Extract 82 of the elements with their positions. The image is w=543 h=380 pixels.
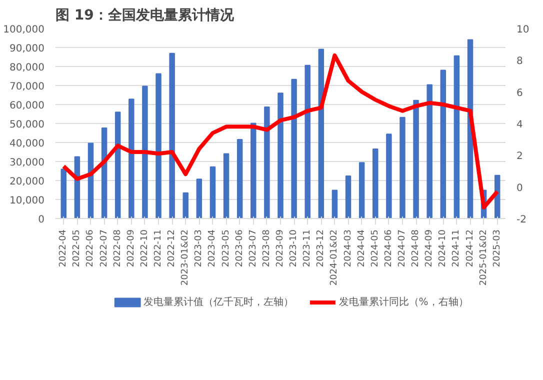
y-tick-label: 30,000 (10, 158, 45, 168)
y2-tick-label: -2 (516, 214, 526, 226)
bar (142, 86, 148, 218)
bar (358, 162, 365, 218)
bar (400, 116, 406, 218)
bar (223, 153, 230, 218)
x-tick-label: 2023-10 (289, 229, 300, 268)
bar (236, 138, 243, 218)
x-tick-label: 2022-11 (154, 229, 164, 268)
y2-tick-label: 8 (516, 56, 523, 68)
x-tick-label: 2025-03 (492, 229, 502, 268)
y-tick-label: 20,000 (10, 176, 45, 188)
x-tick-label: 2024-06 (384, 229, 394, 268)
bar (264, 106, 270, 218)
x-tick-label: 2023-09 (276, 229, 286, 268)
x-tick-label: 2023-06 (234, 229, 245, 268)
y2-tick-label: 4 (516, 120, 523, 130)
x-tick-label: 2023-07 (248, 229, 258, 268)
legend-label: 发电量累计同比（%，右轴） (338, 296, 468, 308)
bar (128, 98, 134, 218)
bar (210, 166, 216, 218)
y-tick-label: 100,000 (3, 24, 45, 36)
bar (182, 192, 188, 218)
y-tick-label: 70,000 (10, 82, 45, 92)
bar (250, 122, 256, 218)
bar (372, 148, 378, 218)
y-tick-label: 50,000 (10, 120, 45, 130)
legend-label: 发电量累计值（亿千瓦时，左轴） (144, 296, 294, 308)
y-tick-label: 40,000 (10, 138, 45, 150)
x-tick-label: 2023-03 (194, 229, 204, 268)
bar (156, 73, 162, 218)
chart-title: 图 19：全国发电量累计情况 (56, 8, 235, 24)
y-tick-label: 90,000 (10, 44, 45, 54)
x-tick-label: 2024-11 (452, 229, 462, 268)
bar (454, 55, 460, 218)
x-tick-label: 2024-03 (343, 229, 354, 268)
x-tick-label: 2022-09 (126, 229, 136, 268)
x-tick-label: 2023-01&02 (180, 229, 191, 286)
x-tick-label: 2023-08 (262, 229, 272, 268)
x-tick-label: 2022-06 (86, 229, 96, 268)
bar (318, 48, 324, 218)
x-tick-label: 2024-05 (370, 229, 380, 268)
bar (413, 100, 419, 218)
x-tick-label: 2022-10 (140, 229, 150, 268)
x-tick-label: 2024-09 (424, 229, 435, 268)
bar (196, 178, 202, 218)
x-tick-label: 2025-01&02 (478, 229, 489, 286)
x-tick-label: 2024-12 (465, 229, 476, 268)
x-tick-label: 2022-08 (112, 229, 123, 268)
x-tick-label: 2022-07 (99, 229, 110, 268)
bar (114, 112, 121, 218)
bar (291, 78, 297, 218)
y-tick-label: 60,000 (10, 100, 45, 112)
bar (304, 64, 310, 218)
bar (440, 70, 446, 218)
y-tick-label: 80,000 (10, 62, 45, 74)
bar (332, 190, 338, 218)
x-tick-label: 2024-01&02 (330, 229, 340, 286)
y2-tick-label: 2 (516, 151, 523, 162)
y-tick-label: 0 (38, 214, 45, 226)
x-tick-label: 2024-04 (356, 229, 367, 268)
bar (60, 168, 67, 218)
y2-tick-label: 6 (516, 88, 523, 99)
x-tick-label: 2023-12 (316, 229, 326, 268)
x-tick-label: 2023-05 (221, 229, 232, 268)
bar (278, 92, 284, 218)
bar (345, 175, 352, 218)
bar (426, 84, 432, 218)
x-tick-label: 2022-12 (167, 229, 178, 268)
bar (386, 134, 392, 218)
x-tick-label: 2022-04 (58, 229, 69, 268)
x-tick-label: 2024-07 (397, 229, 408, 268)
x-tick-label: 2024-08 (411, 229, 422, 268)
x-tick-label: 2023-04 (208, 229, 218, 268)
y-tick-label: 10,000 (10, 196, 45, 206)
bar (169, 52, 175, 218)
x-tick-label: 2022-05 (72, 229, 82, 268)
x-tick-label: 2023-11 (302, 229, 313, 268)
y2-tick-label: 0 (516, 182, 523, 194)
x-tick-label: 2024-10 (438, 229, 448, 268)
y2-tick-label: 10 (516, 24, 530, 36)
line-series (62, 53, 500, 210)
